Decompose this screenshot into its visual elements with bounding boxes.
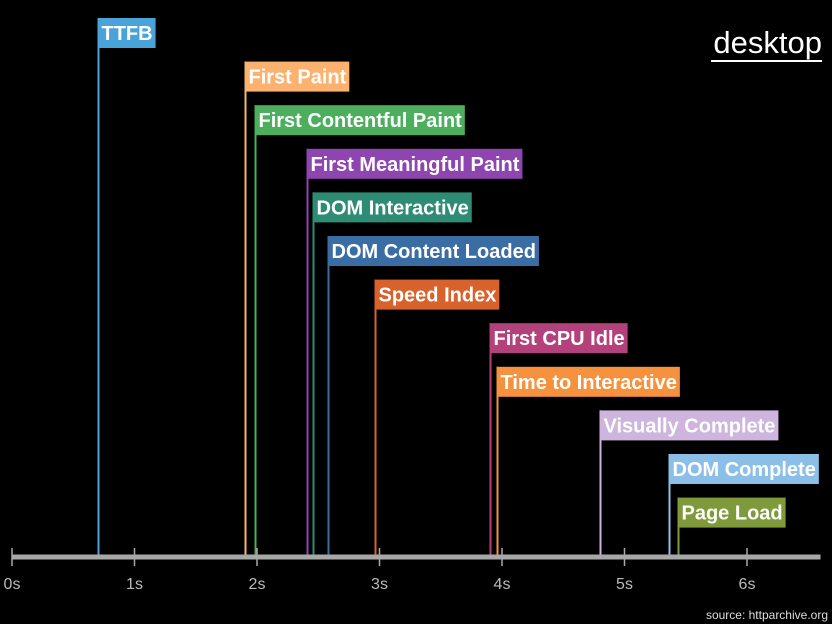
x-tick-label: 0s <box>4 576 21 593</box>
x-tick-label: 4s <box>494 576 511 593</box>
x-tick-label: 5s <box>616 576 633 593</box>
metric-label-box <box>306 148 523 179</box>
metric-label-box <box>496 366 680 397</box>
metric-label-box <box>244 61 350 92</box>
metric-label: DOM Interactive <box>317 197 469 219</box>
metric-label: First CPU Idle <box>494 328 625 350</box>
x-tick-label: 3s <box>371 576 388 593</box>
metric-label: DOM Content Loaded <box>332 241 536 263</box>
metric-label: First Contentful Paint <box>259 110 463 132</box>
metric-label-box <box>254 105 465 136</box>
metric-label: Page Load <box>682 503 783 525</box>
metric-label: Visually Complete <box>604 415 776 437</box>
metric-label-box <box>489 323 628 354</box>
metric-label-box <box>97 18 156 48</box>
metric-label: First Paint <box>249 67 347 89</box>
metric-label: Speed Index <box>379 285 497 307</box>
metric-label-box <box>599 410 779 441</box>
metric-label-box <box>677 497 786 528</box>
metric-label: TTFB <box>102 23 153 45</box>
x-tick-label: 6s <box>739 576 756 593</box>
metric-label: Time to Interactive <box>501 372 677 394</box>
metric-label: DOM Complete <box>673 459 816 481</box>
source-note: source: httparchive.org <box>705 608 828 622</box>
metric-label-box <box>668 454 819 484</box>
x-tick-label: 2s <box>249 576 266 593</box>
metric-label-box <box>312 192 472 223</box>
metric-label-box <box>374 279 500 310</box>
chart-title: desktop <box>711 25 822 62</box>
metric-label-box <box>327 236 539 266</box>
x-tick-label: 1s <box>126 576 143 593</box>
metric-label: First Meaningful Paint <box>311 154 520 176</box>
